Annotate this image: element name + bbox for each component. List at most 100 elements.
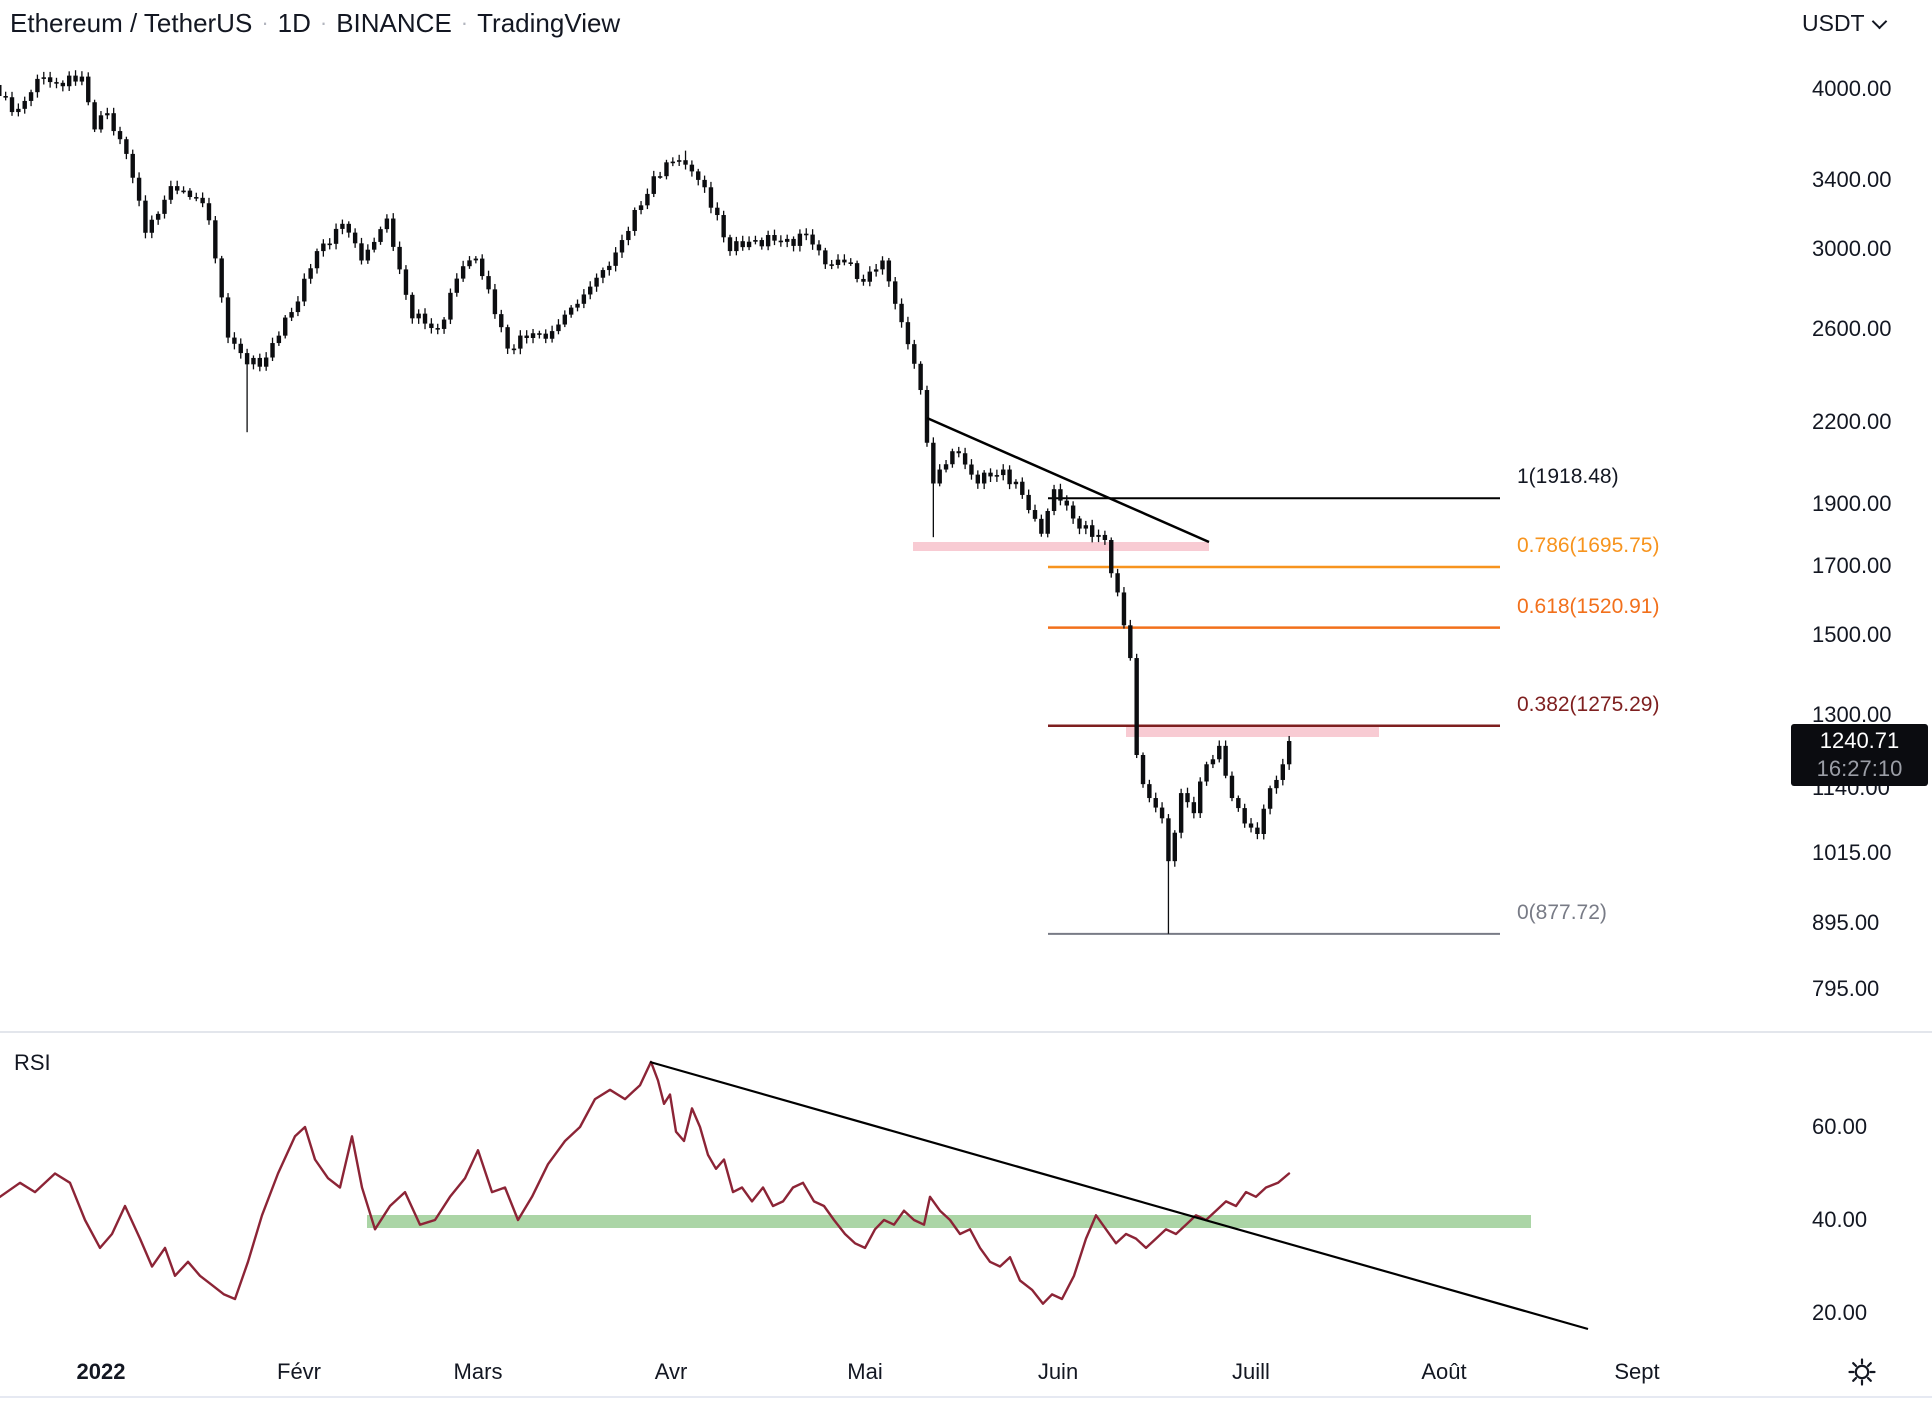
candle-body (168, 186, 174, 200)
candle-body (600, 270, 606, 278)
candle-body (759, 240, 764, 247)
candle-body (486, 276, 491, 290)
candle-body (651, 176, 656, 194)
candle-body (238, 343, 243, 354)
last-price-value: 1240.71 (1819, 728, 1900, 753)
candle-body (893, 281, 898, 304)
candle-body (505, 327, 510, 349)
candle-body (333, 228, 339, 244)
title-part: Ethereum / TetherUS (10, 8, 253, 38)
title-part: TradingView (477, 8, 621, 38)
candle-body (28, 92, 34, 101)
candle-body (302, 278, 307, 302)
candle-body (638, 205, 644, 210)
candle-body (994, 475, 1000, 477)
candle-body (1039, 518, 1044, 534)
candle-body (60, 82, 66, 87)
price-tick-label: 1500.00 (1812, 622, 1892, 648)
candle-body (1020, 481, 1025, 495)
candle-body (492, 289, 498, 315)
chevron-down-icon (1871, 13, 1887, 30)
candle-body (524, 335, 529, 338)
price-trendline[interactable] (926, 416, 1210, 544)
candle-body (467, 260, 472, 267)
candle-body (98, 115, 104, 130)
candle-body (854, 263, 860, 279)
candle-body (1109, 539, 1114, 574)
candle-body (1274, 779, 1279, 789)
candle-body (352, 232, 358, 244)
candle-body (187, 190, 193, 198)
candle-body (632, 209, 637, 231)
candle-body (696, 171, 701, 180)
candle-body (645, 193, 650, 206)
candle-body (613, 252, 618, 266)
price-tick-label: 1015.00 (1812, 839, 1892, 865)
symbol-title[interactable]: Ethereum / TetherUS · 1D · BINANCE · TradingVi… (10, 8, 620, 38)
candle-body (937, 469, 942, 484)
candle-body (206, 203, 212, 221)
candle-body (270, 343, 275, 358)
candle-body (835, 259, 841, 265)
resistance-zone-1250[interactable] (1126, 727, 1379, 737)
candle-body (1026, 494, 1031, 511)
candle-body (1147, 784, 1152, 799)
candle-body (244, 353, 250, 365)
rsi-support-band[interactable] (367, 1215, 1531, 1228)
candle-body (721, 215, 726, 238)
fib-level-label: 1(1918.48) (1517, 465, 1619, 489)
title-part: BINANCE (336, 8, 452, 38)
candle-body (1058, 489, 1063, 501)
candle-body (746, 241, 752, 248)
candle-body (117, 131, 123, 140)
candle-body (1198, 781, 1203, 814)
candle-body (321, 243, 326, 252)
candle-body (702, 179, 707, 188)
candle-body (740, 241, 745, 248)
candle-body (136, 177, 142, 201)
rsi-trendline[interactable] (649, 1060, 1589, 1331)
last-price-badge: 1240.71 16:27:10 (1791, 724, 1928, 786)
candle-body (880, 260, 885, 270)
candle-body (1185, 793, 1190, 803)
candle-body (308, 268, 313, 279)
candle-body (537, 333, 542, 335)
candle-body (1001, 469, 1006, 476)
rsi-tick-label: 40.00 (1812, 1207, 1868, 1232)
candle-body (1191, 802, 1197, 814)
candle-body (200, 197, 205, 204)
candle-body (842, 259, 847, 263)
candle-body (149, 219, 154, 233)
time-axis-label: Juill (1232, 1359, 1270, 1384)
rsi-indicator-label: RSI (14, 1050, 51, 1075)
price-tick-label: 2600.00 (1812, 315, 1892, 341)
time-axis-label: 2022 (76, 1359, 126, 1384)
resistance-zone-1800[interactable] (913, 542, 1209, 551)
candle-body (1248, 823, 1254, 828)
chart-bottom-border (0, 1396, 1932, 1398)
candle-body (1032, 510, 1038, 519)
gear-icon[interactable] (1846, 1356, 1878, 1388)
currency-selector[interactable]: USDT (1802, 10, 1887, 37)
candle-body (251, 357, 256, 365)
candle-body (975, 474, 981, 484)
candle-body (511, 348, 517, 351)
candle-body (35, 78, 40, 93)
candle-body (9, 97, 15, 113)
candle-body (1064, 500, 1069, 506)
candle-body (1286, 741, 1292, 765)
candle-body (530, 333, 536, 338)
candle-body (105, 113, 110, 116)
candle-body (346, 223, 351, 233)
candle-body (784, 238, 790, 242)
candle-body (1051, 489, 1057, 511)
candle-body (765, 235, 771, 247)
candle-body (715, 207, 720, 216)
pane-divider[interactable] (0, 1031, 1932, 1033)
candle-body (1070, 505, 1076, 519)
candle-body (905, 322, 911, 345)
candle-body (454, 278, 459, 293)
candle-body (575, 303, 580, 308)
candle-body (0, 84, 2, 97)
